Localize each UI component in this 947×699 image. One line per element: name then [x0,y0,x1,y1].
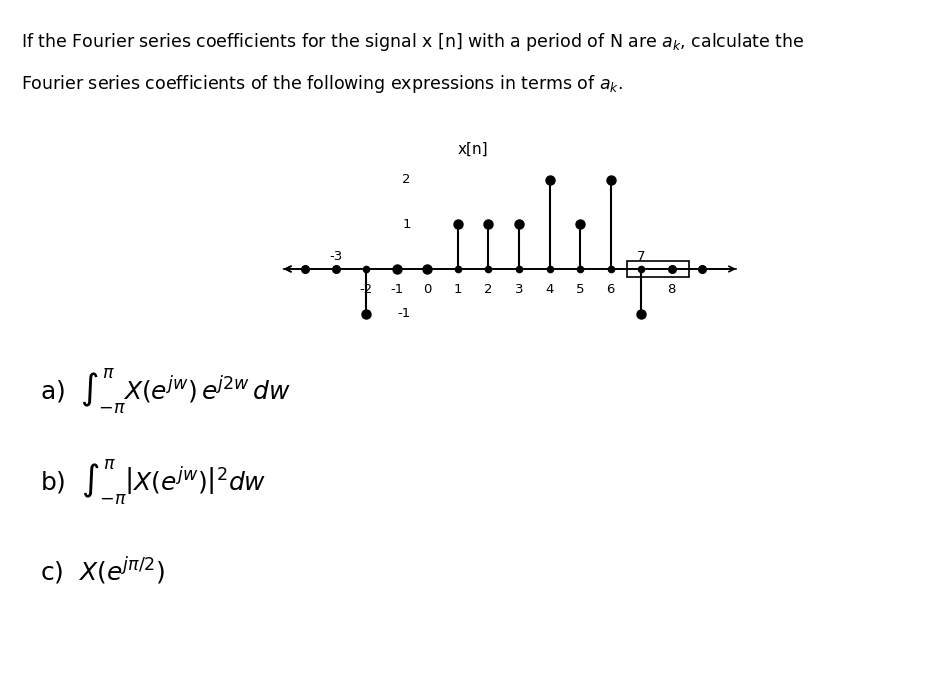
Text: Fourier series coefficients of the following expressions in terms of $a_k$.: Fourier series coefficients of the follo… [21,73,623,95]
Text: 4: 4 [545,283,554,296]
Text: -2: -2 [360,283,373,296]
Text: a)  $\int_{-\pi}^{\pi} X(e^{jw})\, e^{j2w}\, dw$: a) $\int_{-\pi}^{\pi} X(e^{jw})\, e^{j2w… [40,367,291,416]
Text: 0: 0 [423,283,432,296]
Text: x[n]: x[n] [458,141,489,157]
Text: -1: -1 [390,283,403,296]
Text: 7: 7 [637,250,646,263]
Text: b)  $\int_{-\pi}^{\pi} \left|X(e^{jw})\right|^2 dw$: b) $\int_{-\pi}^{\pi} \left|X(e^{jw})\ri… [40,458,266,507]
Text: -1: -1 [398,308,411,320]
Text: 3: 3 [515,283,524,296]
Text: 1: 1 [454,283,462,296]
Text: 2: 2 [402,173,411,186]
Text: 5: 5 [576,283,584,296]
Text: 1: 1 [402,218,411,231]
Text: -3: -3 [330,250,343,263]
Text: 6: 6 [606,283,615,296]
Text: 2: 2 [484,283,492,296]
Text: If the Fourier series coefficients for the signal x [n] with a period of N are $: If the Fourier series coefficients for t… [21,31,805,53]
Text: c)  $X(e^{j\pi/2})$: c) $X(e^{j\pi/2})$ [40,556,165,587]
Text: 8: 8 [668,283,676,296]
